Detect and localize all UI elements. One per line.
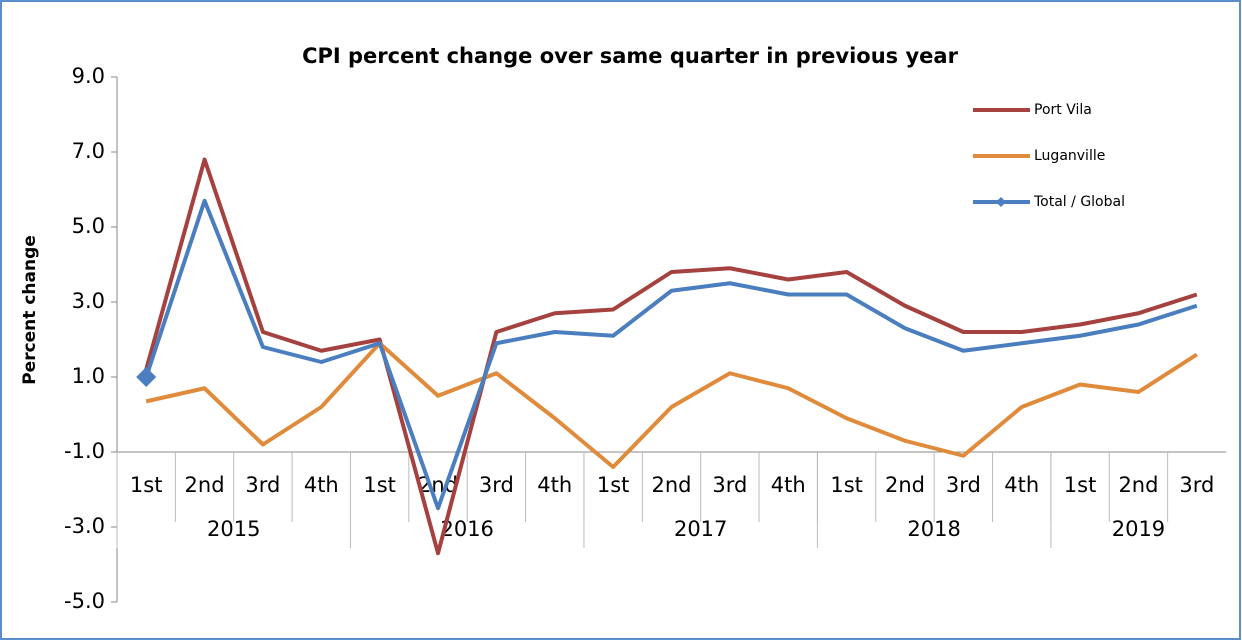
x-tick-label: 1st (363, 473, 396, 497)
legend-label: Port Vila (1034, 102, 1092, 118)
x-tick-label: 2nd (885, 473, 925, 497)
y-axis-label: Percent change (20, 235, 40, 385)
y-tick-label: 3.0 (72, 289, 105, 313)
y-tick-label: 5.0 (72, 214, 105, 238)
x-tick-label: 3rd (946, 473, 981, 497)
x-tick-label: 3rd (245, 473, 280, 497)
x-tick-label: 3rd (1179, 473, 1214, 497)
year-label: 2015 (207, 517, 260, 541)
y-tick-label: 9.0 (72, 64, 105, 88)
x-tick-label: 4th (537, 473, 572, 497)
x-tick-label: 1st (130, 473, 163, 497)
x-tick-label: 2nd (418, 473, 458, 497)
x-tick-label: 2nd (185, 473, 225, 497)
x-tick-label: 3rd (479, 473, 514, 497)
x-tick-label: 1st (1064, 473, 1097, 497)
series-line (145, 341, 1198, 469)
x-tick-label: 4th (304, 473, 339, 497)
series-line (144, 198, 1198, 511)
legend-label: Luganville (1034, 148, 1105, 164)
year-label: 2016 (440, 517, 493, 541)
x-tick-label: 3rd (712, 473, 747, 497)
y-tick-label: -1.0 (64, 439, 105, 463)
x-tick-label: 1st (597, 473, 630, 497)
x-tick-label: 2nd (1118, 473, 1158, 497)
x-tick-label: 1st (830, 473, 863, 497)
legend-marker (996, 197, 1006, 207)
x-tick-label: 4th (771, 473, 806, 497)
series-marker (136, 367, 157, 387)
series-line (144, 157, 1198, 556)
year-label: 2018 (907, 517, 960, 541)
chart-title: CPI percent change over same quarter in … (302, 44, 959, 68)
y-tick-label: 1.0 (72, 364, 105, 388)
y-tick-label: 7.0 (72, 139, 105, 163)
year-label: 2017 (674, 517, 727, 541)
legend-label: Total / Global (1033, 194, 1125, 210)
year-label: 2019 (1112, 517, 1165, 541)
y-tick-label: -5.0 (64, 589, 105, 613)
x-tick-label: 4th (1004, 473, 1039, 497)
y-tick-label: -3.0 (64, 514, 105, 538)
x-tick-label: 2nd (651, 473, 691, 497)
